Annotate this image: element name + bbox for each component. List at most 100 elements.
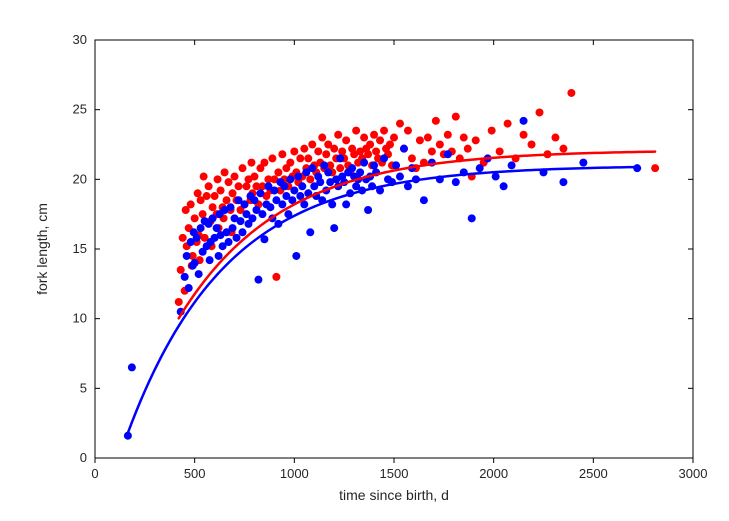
data-point: [370, 161, 378, 169]
data-point: [520, 117, 528, 125]
data-point: [324, 168, 332, 176]
data-point: [488, 127, 496, 135]
y-axis-label: fork length, cm: [34, 203, 50, 295]
data-point: [191, 259, 199, 267]
data-point: [452, 113, 460, 121]
data-point: [290, 186, 298, 194]
data-point: [248, 214, 256, 222]
x-tick-label: 500: [184, 466, 206, 481]
data-point: [342, 200, 350, 208]
data-point: [424, 134, 432, 142]
data-point: [278, 200, 286, 208]
data-point: [396, 120, 404, 128]
data-point: [330, 224, 338, 232]
data-point: [242, 182, 250, 190]
data-point: [420, 196, 428, 204]
data-point: [286, 175, 294, 183]
data-point: [444, 150, 452, 158]
data-point: [316, 178, 324, 186]
data-point: [320, 161, 328, 169]
data-point: [366, 141, 374, 149]
data-point: [233, 234, 241, 242]
data-point: [452, 178, 460, 186]
data-point: [270, 186, 278, 194]
data-point: [579, 159, 587, 167]
data-point: [468, 214, 476, 222]
data-point: [215, 252, 223, 260]
x-tick-label: 1000: [280, 466, 309, 481]
data-point: [258, 210, 266, 218]
data-point: [500, 182, 508, 190]
data-point: [231, 173, 239, 181]
data-point: [352, 127, 360, 135]
data-point: [404, 127, 412, 135]
data-point: [221, 168, 229, 176]
data-point: [194, 189, 202, 197]
data-point: [364, 206, 372, 214]
data-point: [306, 175, 314, 183]
data-point: [268, 154, 276, 162]
data-point: [380, 154, 388, 162]
data-point: [191, 214, 199, 222]
data-point: [508, 161, 516, 169]
data-point: [336, 154, 344, 162]
data-point: [472, 136, 480, 144]
data-point: [476, 164, 484, 172]
data-point: [214, 175, 222, 183]
data-point: [185, 284, 193, 292]
data-point: [209, 203, 217, 211]
data-point: [217, 186, 225, 194]
data-point: [254, 276, 262, 284]
data-point: [203, 192, 211, 200]
data-point: [250, 173, 258, 181]
data-point: [292, 252, 300, 260]
data-point: [404, 182, 412, 190]
data-point: [225, 238, 233, 246]
data-point: [336, 164, 344, 172]
data-point: [338, 147, 346, 155]
data-point: [197, 224, 205, 232]
data-point: [272, 273, 280, 281]
data-point: [318, 134, 326, 142]
x-tick-label: 2500: [579, 466, 608, 481]
data-point: [536, 108, 544, 116]
data-point: [274, 168, 282, 176]
data-point: [567, 89, 575, 97]
data-point: [298, 182, 306, 190]
data-point: [200, 173, 208, 181]
data-point: [266, 203, 274, 211]
data-point: [444, 131, 452, 139]
data-point: [528, 141, 536, 149]
data-point: [205, 182, 213, 190]
data-point: [239, 164, 247, 172]
data-point: [237, 217, 245, 225]
data-point: [241, 200, 249, 208]
data-point: [496, 147, 504, 155]
data-point: [308, 164, 316, 172]
data-point: [211, 192, 219, 200]
x-tick-label: 0: [91, 466, 98, 481]
data-point: [177, 266, 185, 274]
data-point: [128, 363, 136, 371]
data-point: [229, 224, 237, 232]
data-point: [187, 200, 195, 208]
data-point: [300, 145, 308, 153]
data-point: [330, 145, 338, 153]
data-point: [314, 147, 322, 155]
y-tick-label: 5: [80, 380, 87, 395]
data-point: [408, 154, 416, 162]
x-tick-label: 2000: [479, 466, 508, 481]
data-point: [247, 159, 255, 167]
data-point: [380, 127, 388, 135]
data-point: [195, 270, 203, 278]
data-point: [290, 147, 298, 155]
data-point: [213, 224, 221, 232]
data-point: [559, 145, 567, 153]
data-point: [322, 150, 330, 158]
y-tick-label: 20: [73, 171, 87, 186]
data-point: [260, 159, 268, 167]
data-point: [239, 228, 247, 236]
data-point: [396, 173, 404, 181]
data-point: [504, 120, 512, 128]
data-point: [294, 173, 302, 181]
